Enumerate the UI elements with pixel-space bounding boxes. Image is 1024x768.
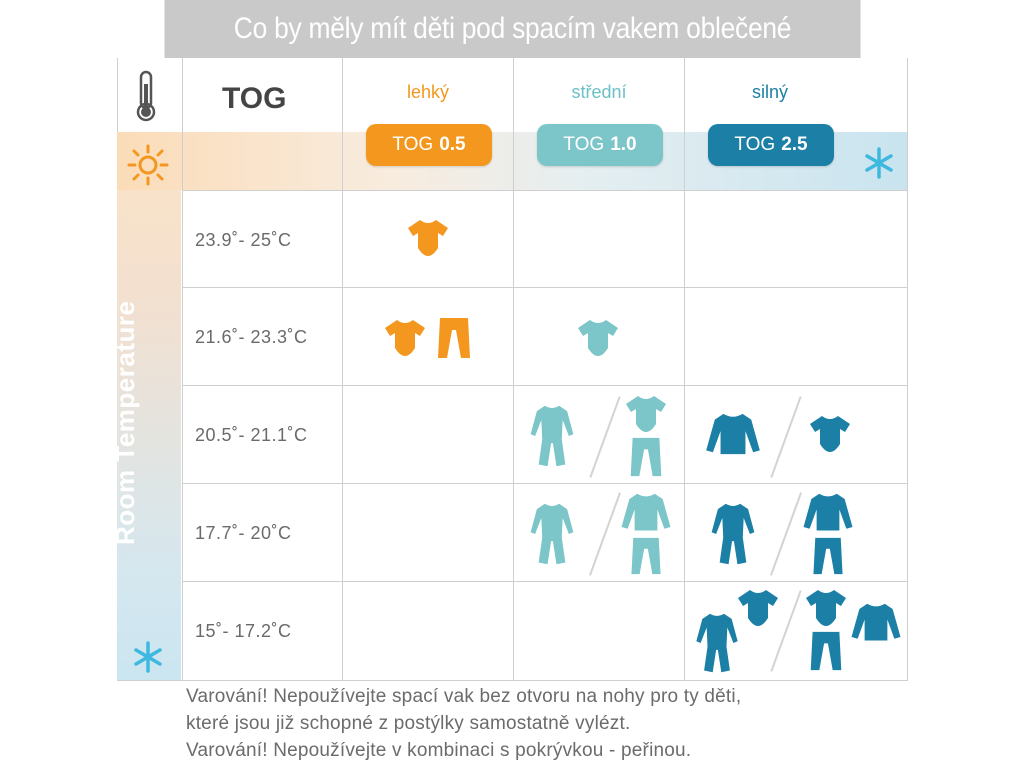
snowflake-icon bbox=[865, 147, 893, 179]
grid-line bbox=[907, 58, 908, 681]
tog-badge-value: 1.0 bbox=[610, 134, 637, 155]
grid-line bbox=[183, 287, 908, 288]
tog-badge-prefix: TOG bbox=[563, 134, 605, 155]
bodysuit-icon bbox=[406, 218, 450, 258]
divider-slash bbox=[589, 492, 621, 576]
bodysuit-icon bbox=[736, 588, 780, 628]
warning-line-2: které jsou již schopné z postýlky samost… bbox=[186, 713, 631, 734]
temp-range-row-5: 15˚- 17.2˚C bbox=[195, 620, 292, 641]
temperature-gradient-bar bbox=[117, 132, 181, 680]
tog-badge-prefix: TOG bbox=[734, 134, 776, 155]
divider-slash bbox=[589, 396, 621, 478]
grid-line bbox=[183, 385, 908, 386]
pants-icon bbox=[628, 436, 664, 478]
thermometer-icon bbox=[136, 70, 156, 122]
grid-line bbox=[513, 58, 514, 681]
snowflake-icon bbox=[134, 641, 162, 673]
temp-range-row-3: 20.5˚- 21.1˚C bbox=[195, 424, 308, 445]
grid-line bbox=[342, 58, 343, 681]
column-label-heavy: silný bbox=[751, 82, 788, 102]
pants-icon bbox=[628, 536, 664, 576]
jacket-icon bbox=[848, 602, 904, 644]
grid-line bbox=[183, 483, 908, 484]
tog-header: TOG bbox=[222, 82, 287, 115]
sleepsuit-icon bbox=[708, 502, 758, 566]
tog-badge-value: 2.5 bbox=[781, 134, 808, 155]
sleepsuit-icon bbox=[692, 612, 742, 674]
divider-slash bbox=[770, 492, 802, 576]
page-title: Co by měly mít děti pod spacím vakem obl… bbox=[164, 0, 861, 58]
pants-icon bbox=[808, 630, 844, 672]
divider-slash bbox=[770, 396, 802, 478]
sun-icon bbox=[127, 144, 169, 186]
tog-badge-heavy: TOG 2.5 bbox=[708, 124, 834, 166]
jacket-icon bbox=[618, 492, 674, 534]
jacket-icon bbox=[704, 412, 762, 458]
grid-line bbox=[183, 581, 908, 582]
jacket-icon bbox=[800, 492, 856, 534]
bodysuit-icon bbox=[624, 394, 668, 434]
sleepsuit-icon bbox=[527, 404, 577, 468]
tog-badge-light: TOG 0.5 bbox=[366, 124, 492, 166]
temp-range-row-2: 21.6˚- 23.3˚C bbox=[195, 326, 308, 347]
bodysuit-icon bbox=[808, 414, 852, 454]
tog-badge-prefix: TOG bbox=[392, 134, 434, 155]
tog-badge-value: 0.5 bbox=[439, 134, 466, 155]
pants-icon bbox=[436, 316, 472, 360]
sleepsuit-icon bbox=[527, 502, 577, 566]
warning-line-3: Varování! Nepoužívejte v kombinaci s pok… bbox=[186, 740, 692, 761]
grid-line bbox=[684, 58, 685, 681]
temp-range-row-4: 17.7˚- 20˚C bbox=[195, 522, 292, 543]
tog-badge-medium: TOG 1.0 bbox=[537, 124, 663, 166]
bodysuit-icon bbox=[804, 588, 848, 628]
room-temperature-label: Room Temperature bbox=[110, 300, 140, 545]
bodysuit-icon bbox=[383, 318, 427, 358]
grid-line bbox=[183, 190, 908, 191]
column-label-light: lehký bbox=[406, 82, 450, 102]
grid-line bbox=[117, 58, 118, 132]
grid-line bbox=[182, 58, 183, 681]
grid-line bbox=[117, 680, 908, 681]
column-label-medium: střední bbox=[571, 82, 627, 102]
pants-icon bbox=[810, 536, 846, 576]
warning-line-1: Varování! Nepoužívejte spací vak bez otv… bbox=[186, 686, 742, 707]
temp-range-row-1: 23.9˚- 25˚C bbox=[195, 229, 292, 250]
bodysuit-icon bbox=[576, 318, 620, 358]
